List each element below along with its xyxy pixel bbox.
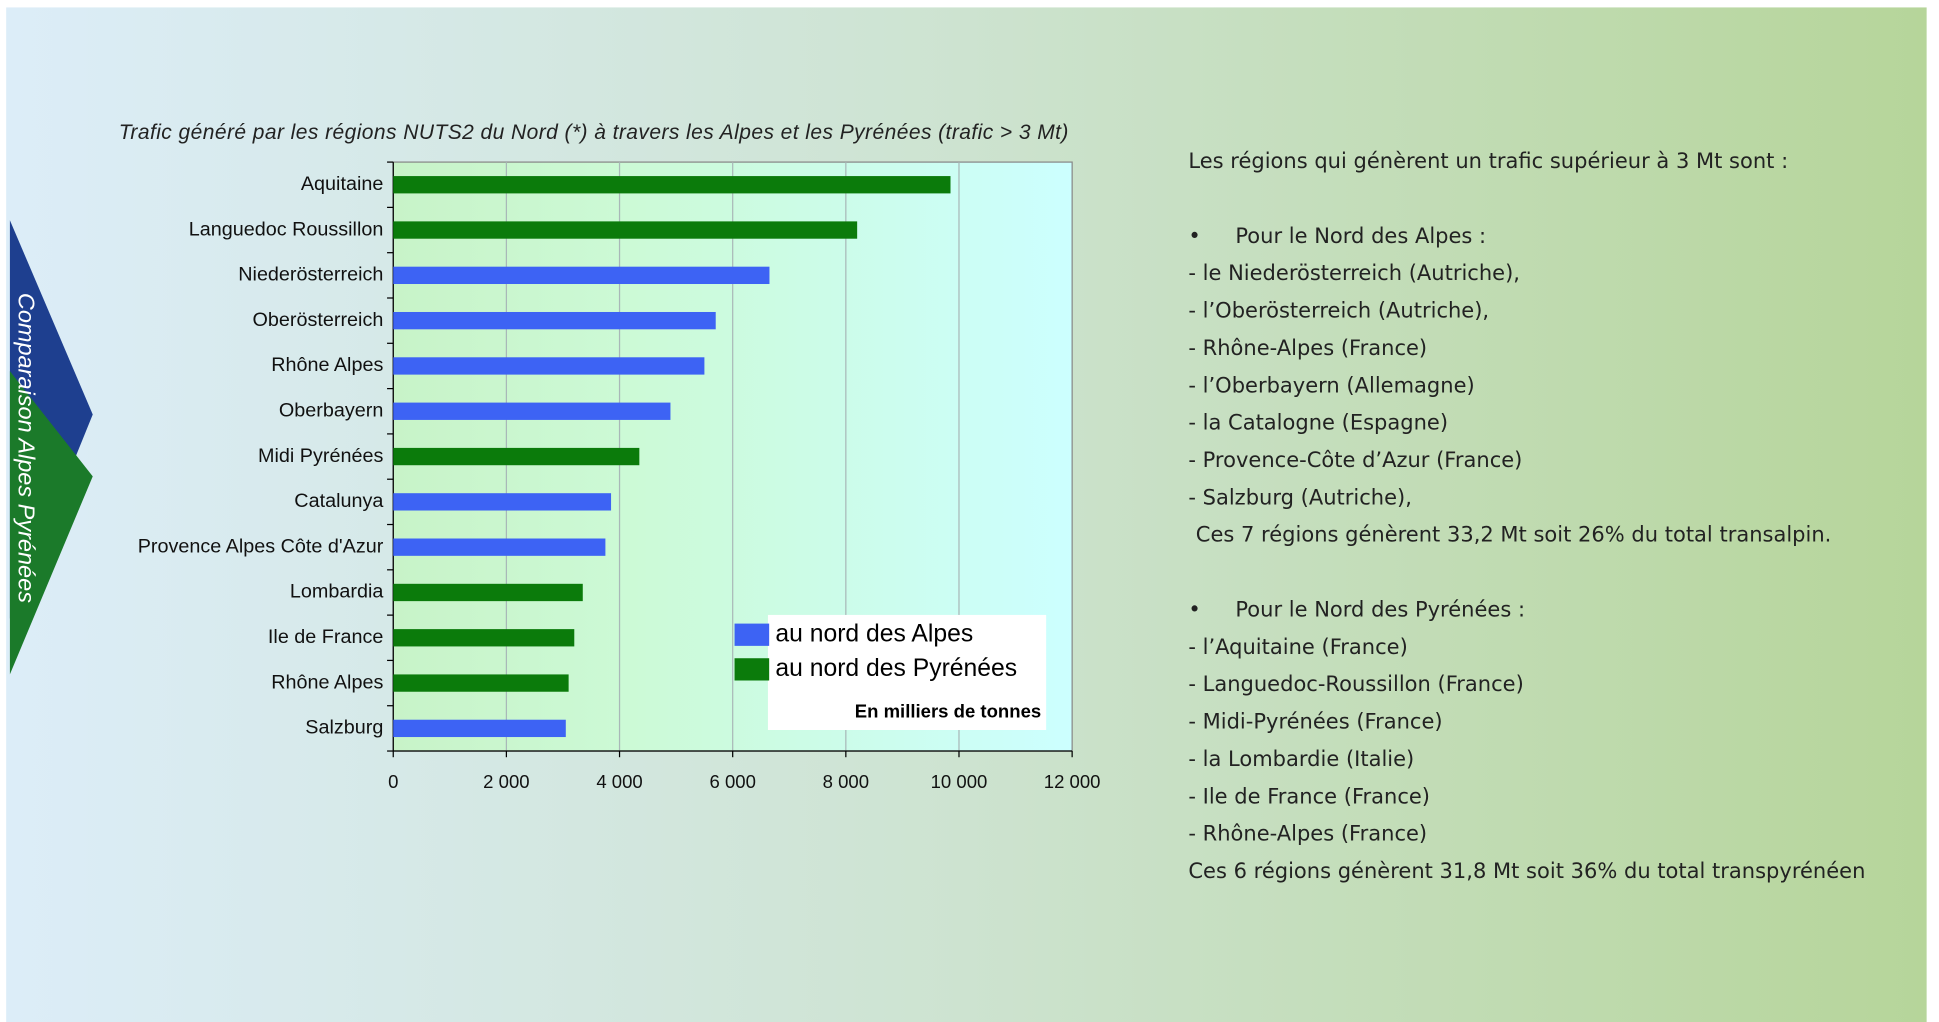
chart-title: Trafic généré par les régions NUTS2 du N… — [119, 121, 1069, 144]
y-tick-label: Oberbayern — [279, 399, 383, 421]
legend-box — [767, 614, 1047, 730]
bar — [393, 311, 716, 330]
unit-note: En milliers de tonnes — [855, 701, 1041, 722]
bar — [393, 402, 671, 420]
bar — [393, 674, 569, 692]
legend-label: au nord des Pyrénées — [775, 655, 1017, 682]
y-tick-label: Ile de France — [268, 626, 383, 648]
group-item: - Provence-Côte d’Azur (France) — [1188, 447, 1522, 472]
group-item: - le Niederösterreich (Autriche), — [1188, 260, 1520, 285]
group-item: - l’Oberbayern (Allemagne) — [1188, 372, 1474, 397]
y-tick-label: Midi Pyrénées — [258, 445, 383, 467]
notes-intro: Les régions qui génèrent un trafic supér… — [1188, 148, 1788, 173]
y-tick-label: Provence Alpes Côte d'Azur — [138, 535, 384, 557]
x-tick-label: 0 — [388, 771, 398, 792]
group-summary: Ces 7 régions génèrent 33,2 Mt soit 26% … — [1196, 522, 1832, 547]
y-tick-label: Niederösterreich — [238, 264, 383, 286]
group-item: - la Catalogne (Espagne) — [1188, 410, 1448, 435]
bar — [393, 176, 951, 194]
bar — [393, 538, 606, 556]
bar — [393, 583, 583, 602]
group-summary: Ces 6 régions génèrent 31,8 Mt soit 36% … — [1188, 858, 1865, 883]
bar — [393, 719, 566, 738]
bullet: • — [1188, 596, 1200, 621]
y-tick-label: Rhône Alpes — [271, 671, 383, 693]
group-item: - Rhône-Alpes (France) — [1188, 821, 1427, 846]
group-item: - Ile de France (France) — [1188, 783, 1430, 808]
bar — [393, 357, 705, 375]
chart: 0 2 000 4 000 6 000 8 000 10 000 12 000 Aquitai… — [138, 161, 1101, 792]
legend-swatch — [734, 623, 770, 646]
x-tick-label: 6 000 — [709, 771, 755, 792]
x-tick-label: 4 000 — [596, 771, 642, 792]
group-item: - l’Aquitaine (France) — [1188, 634, 1407, 659]
group-item: - Rhône-Alpes (France) — [1188, 335, 1427, 360]
legend-swatch — [734, 658, 770, 681]
group-heading: Pour le Nord des Pyrénées : — [1235, 596, 1525, 621]
notes: Les régions qui génèrent un trafic supér… — [1188, 148, 1865, 883]
x-tick-label: 2 000 — [483, 771, 529, 792]
x-tick-label: 10 000 — [931, 771, 988, 792]
group-item: - l’Oberösterreich (Autriche), — [1188, 298, 1489, 323]
bar — [393, 447, 640, 466]
y-tick-label: Lombardia — [290, 581, 383, 603]
group-heading: Pour le Nord des Alpes : — [1235, 223, 1486, 248]
ribbon-green — [9, 371, 93, 675]
bar — [393, 629, 575, 647]
x-tick-label: 12 000 — [1044, 771, 1101, 792]
bar — [393, 493, 612, 511]
y-tick-label: Catalunya — [294, 490, 383, 512]
group-item: - Salzburg (Autriche), — [1188, 484, 1412, 509]
y-tick-label: Rhône Alpes — [271, 354, 383, 376]
group-item: - Midi-Pyrénées (France) — [1188, 709, 1442, 734]
bar — [393, 266, 770, 285]
group-item: - Languedoc-Roussillon (France) — [1188, 671, 1523, 696]
bar — [393, 221, 858, 239]
y-tick-label: Aquitaine — [301, 173, 383, 195]
group-item: - la Lombardie (Italie) — [1188, 746, 1414, 771]
y-tick-label: Languedoc Roussillon — [189, 218, 384, 240]
bullet: • — [1188, 223, 1200, 248]
y-tick-label: Salzburg — [305, 717, 383, 739]
legend-label: au nord des Alpes — [775, 620, 973, 647]
y-tick-label: Oberösterreich — [253, 309, 384, 331]
banner: Comparaison Alpes Pyrénées — [14, 293, 40, 603]
x-tick-label: 8 000 — [823, 771, 869, 792]
